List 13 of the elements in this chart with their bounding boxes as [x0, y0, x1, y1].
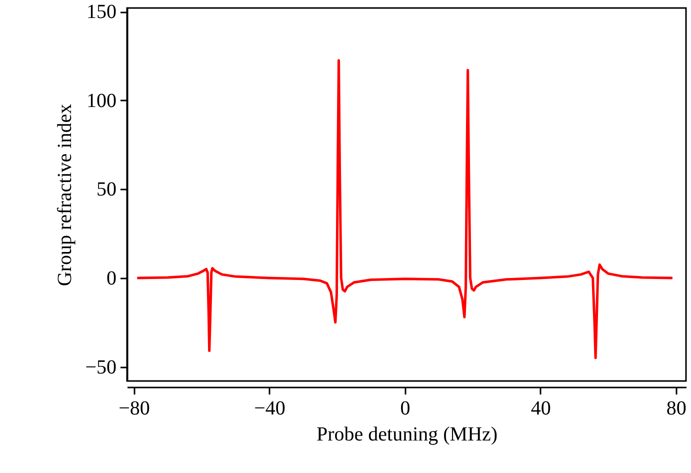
x-tick-label: 40	[530, 398, 551, 420]
x-tick-label: −80	[118, 398, 150, 420]
x-tick-label: 80	[666, 398, 686, 420]
y-axis-title: Group refractive index	[54, 104, 76, 286]
y-tick-label: 100	[86, 90, 116, 112]
x-axis-title: Probe detuning (MHz)	[316, 424, 498, 446]
x-tick-label: 0	[400, 398, 410, 420]
y-tick-label: 150	[86, 1, 116, 24]
y-tick-label: 50	[96, 178, 116, 201]
y-tick-label: −50	[85, 356, 116, 378]
y-tick-label: 0	[106, 267, 116, 290]
x-tick-label: −40	[254, 398, 286, 420]
line-series	[136, 59, 674, 360]
